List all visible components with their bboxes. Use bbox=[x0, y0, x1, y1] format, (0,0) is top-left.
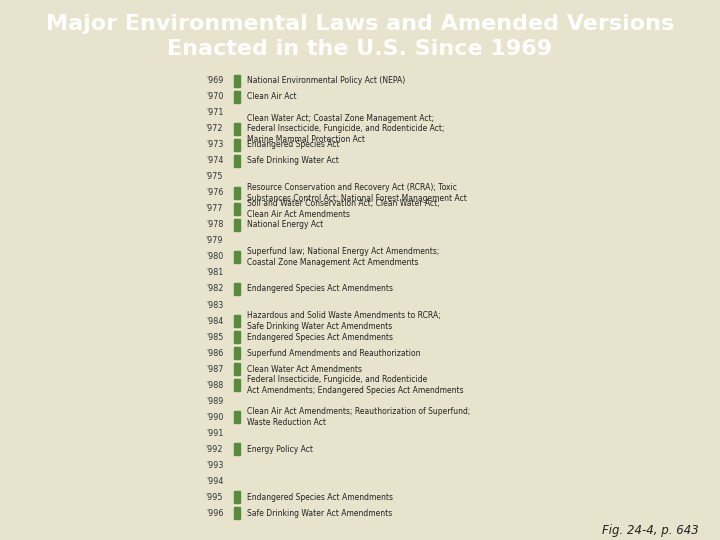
Text: '973: '973 bbox=[206, 140, 223, 150]
Text: National Environmental Policy Act (NEPA): National Environmental Policy Act (NEPA) bbox=[247, 76, 405, 85]
Text: '975: '975 bbox=[206, 172, 223, 181]
Bar bbox=[234, 251, 240, 264]
Bar bbox=[234, 507, 240, 519]
Text: '970: '970 bbox=[206, 92, 223, 102]
Text: '990: '990 bbox=[206, 413, 223, 422]
Text: '988: '988 bbox=[206, 381, 223, 389]
Text: Energy Policy Act: Energy Policy Act bbox=[247, 444, 313, 454]
Text: Clean Water Act Amendments: Clean Water Act Amendments bbox=[247, 364, 362, 374]
Text: '992: '992 bbox=[206, 444, 223, 454]
Bar bbox=[234, 202, 240, 215]
Text: '991: '991 bbox=[206, 429, 223, 437]
Text: '987: '987 bbox=[206, 364, 223, 374]
Bar bbox=[234, 154, 240, 167]
Bar bbox=[234, 330, 240, 343]
Text: Superfund Amendments and Reauthorization: Superfund Amendments and Reauthorization bbox=[247, 348, 420, 357]
Text: '972: '972 bbox=[206, 124, 223, 133]
Text: '971: '971 bbox=[206, 109, 223, 117]
Text: Resource Conservation and Recovery Act (RCRA); Toxic
Substances Control Act; Nat: Resource Conservation and Recovery Act (… bbox=[247, 183, 467, 203]
Bar bbox=[234, 139, 240, 151]
Bar bbox=[234, 410, 240, 423]
Text: Safe Drinking Water Act Amendments: Safe Drinking Water Act Amendments bbox=[247, 509, 392, 518]
Text: '982: '982 bbox=[206, 285, 223, 294]
Text: '984: '984 bbox=[206, 316, 223, 326]
Bar bbox=[234, 379, 240, 392]
Text: Major Environmental Laws and Amended Versions
Enacted in the U.S. Since 1969: Major Environmental Laws and Amended Ver… bbox=[46, 14, 674, 59]
Text: Endangered Species Act Amendments: Endangered Species Act Amendments bbox=[247, 333, 393, 341]
Bar bbox=[234, 363, 240, 375]
Text: National Energy Act: National Energy Act bbox=[247, 220, 323, 230]
Bar bbox=[234, 219, 240, 231]
Text: '995: '995 bbox=[206, 492, 223, 502]
Bar bbox=[234, 315, 240, 327]
Text: '980: '980 bbox=[206, 253, 223, 261]
Text: '983: '983 bbox=[206, 300, 223, 309]
Text: Clean Air Act: Clean Air Act bbox=[247, 92, 297, 102]
Bar bbox=[234, 282, 240, 295]
Text: '978: '978 bbox=[206, 220, 223, 230]
Text: Federal Insecticide, Fungicide, and Rodenticide
Act Amendments; Endangered Speci: Federal Insecticide, Fungicide, and Rode… bbox=[247, 375, 464, 395]
Text: '979: '979 bbox=[206, 237, 223, 246]
Text: '989: '989 bbox=[206, 396, 223, 406]
Text: Superfund law; National Energy Act Amendments;
Coastal Zone Management Act Amend: Superfund law; National Energy Act Amend… bbox=[247, 247, 439, 267]
Text: Hazardous and Solid Waste Amendments to RCRA;
Safe Drinking Water Act Amendments: Hazardous and Solid Waste Amendments to … bbox=[247, 311, 441, 331]
Bar bbox=[234, 347, 240, 360]
Text: '996: '996 bbox=[206, 509, 223, 518]
Text: Endangered Species Act Amendments: Endangered Species Act Amendments bbox=[247, 285, 393, 294]
Text: Clean Water Act; Coastal Zone Management Act;
Federal Insecticide, Fungicide, an: Clean Water Act; Coastal Zone Management… bbox=[247, 114, 444, 144]
Bar bbox=[234, 91, 240, 103]
Text: Endangered Species Act Amendments: Endangered Species Act Amendments bbox=[247, 492, 393, 502]
Text: '993: '993 bbox=[206, 461, 223, 470]
Text: Safe Drinking Water Act: Safe Drinking Water Act bbox=[247, 157, 339, 165]
Bar bbox=[234, 443, 240, 455]
Text: Endangered Species Act: Endangered Species Act bbox=[247, 140, 340, 150]
Text: '969: '969 bbox=[206, 76, 223, 85]
Bar bbox=[234, 123, 240, 136]
Text: '985: '985 bbox=[206, 333, 223, 341]
Bar bbox=[234, 186, 240, 199]
Text: '994: '994 bbox=[206, 477, 223, 485]
Bar bbox=[234, 75, 240, 87]
Text: '981: '981 bbox=[206, 268, 223, 278]
Text: '986: '986 bbox=[206, 348, 223, 357]
Bar bbox=[234, 491, 240, 503]
Text: Soil and Water Conservation Act; Clean Water Act;
Clean Air Act Amendments: Soil and Water Conservation Act; Clean W… bbox=[247, 199, 440, 219]
Text: '974: '974 bbox=[206, 157, 223, 165]
Text: Fig. 24-4, p. 643: Fig. 24-4, p. 643 bbox=[602, 524, 698, 537]
Text: '976: '976 bbox=[206, 188, 223, 198]
Text: '977: '977 bbox=[206, 205, 223, 213]
Text: Clean Air Act Amendments; Reauthorization of Superfund;
Waste Reduction Act: Clean Air Act Amendments; Reauthorizatio… bbox=[247, 407, 470, 427]
